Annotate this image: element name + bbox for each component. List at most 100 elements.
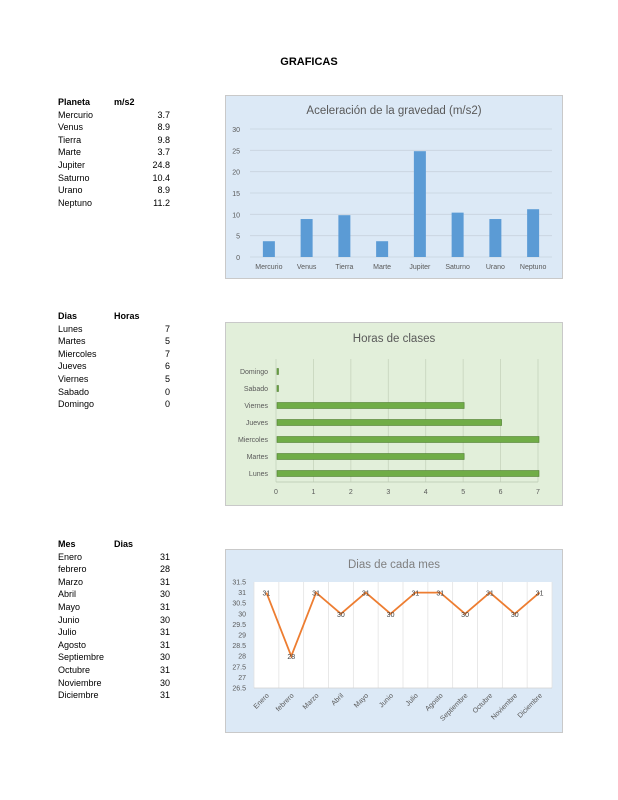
months-table-row: Marzo 31 bbox=[58, 576, 170, 589]
planet-table-row: Mercurio 3.7 bbox=[58, 109, 170, 122]
months-table-label-cell: Julio bbox=[58, 627, 77, 638]
x-tick-label: 1 bbox=[311, 489, 315, 496]
planet-gravity-table: Planeta m/s2 Mercurio 3.7 Venus 8.9 Tierra 9.8 M… bbox=[58, 96, 170, 209]
months-table-value-cell: 28 bbox=[159, 564, 170, 575]
months-table-header-cell: Mes bbox=[58, 539, 76, 549]
days-table-value-cell: 5 bbox=[164, 373, 170, 384]
bar bbox=[527, 209, 540, 257]
days-table-label-cell: Domingo bbox=[58, 399, 95, 410]
months-table-label-cell: Diciembre bbox=[58, 690, 99, 701]
days-table-row: Lunes 7 bbox=[58, 323, 170, 336]
bar bbox=[489, 219, 502, 257]
y-tick-label: Sabado bbox=[244, 386, 268, 393]
planet-table-label-cell: Marte bbox=[58, 147, 82, 158]
y-tick-label: Lunes bbox=[249, 471, 269, 478]
y-tick-label: 20 bbox=[232, 170, 240, 177]
months-table-row: Julio 31 bbox=[58, 626, 170, 639]
y-tick-label: Jueves bbox=[246, 420, 269, 427]
x-tick-label: 3 bbox=[386, 489, 390, 496]
months-table-row: Noviembre 30 bbox=[58, 677, 170, 690]
bar bbox=[300, 219, 313, 257]
data-label: 31 bbox=[412, 591, 420, 598]
y-tick-label: 29.5 bbox=[232, 622, 246, 629]
months-table-row: Enero 31 bbox=[58, 551, 170, 564]
y-tick-label: Domingo bbox=[240, 369, 268, 376]
bar bbox=[451, 212, 464, 257]
y-tick-label: 28.5 bbox=[232, 643, 246, 650]
data-label: 30 bbox=[387, 612, 395, 619]
y-tick-label: Miercoles bbox=[238, 437, 268, 444]
months-table-row: Abril 30 bbox=[58, 588, 170, 601]
bar bbox=[376, 241, 389, 257]
y-tick-label: 27 bbox=[238, 675, 246, 682]
days-table-value-cell: 7 bbox=[164, 348, 170, 359]
months-table-value-cell: 31 bbox=[159, 551, 170, 562]
x-tick-label: Venus bbox=[297, 264, 317, 271]
y-tick-label: 30.5 bbox=[232, 601, 246, 608]
data-label: 30 bbox=[337, 612, 345, 619]
data-label: 31 bbox=[486, 591, 494, 598]
x-tick-label: 7 bbox=[536, 489, 540, 496]
x-tick-label: Saturno bbox=[445, 264, 470, 271]
planet-table-value-cell: 8.9 bbox=[157, 185, 170, 196]
days-table-header-cell: Dias bbox=[58, 311, 78, 321]
planet-table-row: Urano 8.9 bbox=[58, 184, 170, 197]
planet-table-label-cell: Mercurio bbox=[58, 109, 94, 120]
x-tick-label: 5 bbox=[461, 489, 465, 496]
planet-table-value-cell: 8.9 bbox=[157, 122, 170, 133]
bar bbox=[276, 419, 502, 426]
y-tick-label: 30 bbox=[238, 611, 246, 618]
months-table-label-cell: Junio bbox=[58, 614, 80, 625]
y-tick-label: 28 bbox=[238, 654, 246, 661]
data-label: 31 bbox=[362, 591, 370, 598]
months-table-row: Diciembre 31 bbox=[58, 689, 170, 702]
months-table-label-cell: Noviembre bbox=[58, 677, 102, 688]
data-label: 31 bbox=[263, 591, 271, 598]
days-table-header-cell: Horas bbox=[114, 311, 140, 321]
months-table-row: Mayo 31 bbox=[58, 601, 170, 614]
days-table-row: Miercoles 7 bbox=[58, 348, 170, 361]
x-tick-label: 6 bbox=[499, 489, 503, 496]
bar bbox=[276, 470, 540, 477]
months-table-row: febrero 28 bbox=[58, 563, 170, 576]
days-table-label-cell: Martes bbox=[58, 336, 86, 347]
bar bbox=[276, 402, 465, 409]
planet-table-row: Neptuno 11.2 bbox=[58, 197, 170, 210]
bar bbox=[413, 151, 426, 257]
months-table-label-cell: Mayo bbox=[58, 601, 81, 612]
bar bbox=[262, 241, 275, 257]
data-label: 30 bbox=[511, 612, 519, 619]
days-table-value-cell: 0 bbox=[164, 399, 170, 410]
days-table-label-cell: Jueves bbox=[58, 361, 87, 372]
data-label: 28 bbox=[287, 654, 295, 661]
months-table-value-cell: 31 bbox=[159, 690, 170, 701]
y-tick-label: 29 bbox=[238, 633, 246, 640]
planet-table-row: Marte 3.7 bbox=[58, 146, 170, 159]
planet-table-value-cell: 10.4 bbox=[152, 172, 170, 183]
gravity-bar-chart: Aceleración de la gravedad (m/s2) 0 5 10 15 2… bbox=[225, 95, 563, 279]
y-tick-label: 0 bbox=[236, 255, 240, 262]
planet-table-value-cell: 9.8 bbox=[157, 134, 170, 145]
data-label: 31 bbox=[312, 591, 320, 598]
months-table-label-cell: febrero bbox=[58, 564, 87, 575]
months-table-value-cell: 30 bbox=[159, 677, 170, 688]
months-table-value-cell: 31 bbox=[159, 627, 170, 638]
planet-table-row: Jupiter 24.8 bbox=[58, 159, 170, 172]
series-line bbox=[265, 591, 541, 659]
days-table-label-cell: Miercoles bbox=[58, 348, 97, 359]
days-table-header-row: Dias Horas bbox=[58, 310, 170, 323]
chart-title: Aceleración de la gravedad (m/s2) bbox=[306, 105, 481, 117]
months-table-header-row: Mes Dias bbox=[58, 538, 170, 551]
months-table-value-cell: 31 bbox=[159, 576, 170, 587]
chart-background bbox=[226, 96, 562, 278]
planet-table-row: Saturno 10.4 bbox=[58, 172, 170, 185]
data-label: 31 bbox=[536, 591, 544, 598]
planet-table-value-cell: 3.7 bbox=[157, 147, 170, 158]
page-title: GRAFICAS bbox=[280, 56, 338, 68]
x-tick-label: Mercurio bbox=[255, 264, 282, 271]
x-tick-label: 0 bbox=[274, 489, 278, 496]
months-table-label-cell: Octubre bbox=[58, 664, 91, 675]
y-tick-label: 27.5 bbox=[232, 664, 246, 671]
chart-title: Horas de clases bbox=[353, 333, 436, 345]
days-table-label-cell: Viernes bbox=[58, 373, 89, 384]
